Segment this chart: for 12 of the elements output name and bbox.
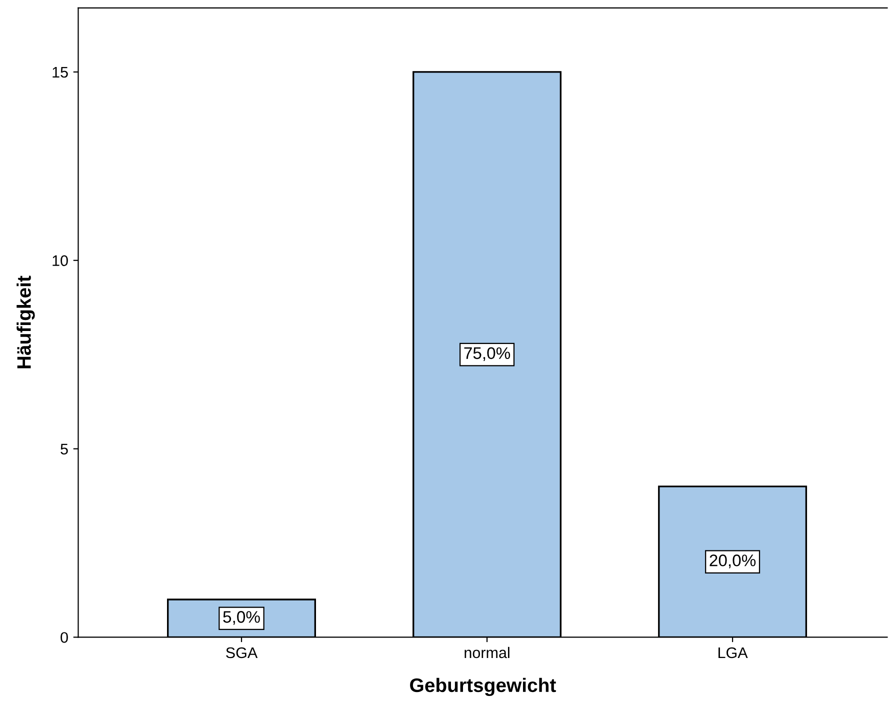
y-tick-label: 15 xyxy=(52,67,68,78)
annotation: 20,0% xyxy=(710,554,756,568)
x-axis-title: Geburtsgewicht xyxy=(410,678,556,696)
annotation: 75,0% xyxy=(464,347,510,362)
x-tick-label: SGA xyxy=(226,647,258,658)
y-tick-label: 0 xyxy=(60,632,68,643)
annotation: 5,0% xyxy=(223,611,260,625)
x-tick-label: normal xyxy=(464,646,510,658)
y-tick-label: 5 xyxy=(60,444,68,454)
x-tick-label: LGA xyxy=(718,647,748,658)
y-axis-title: Häufigkeit xyxy=(16,276,35,368)
y-tick-label: 10 xyxy=(52,255,68,266)
